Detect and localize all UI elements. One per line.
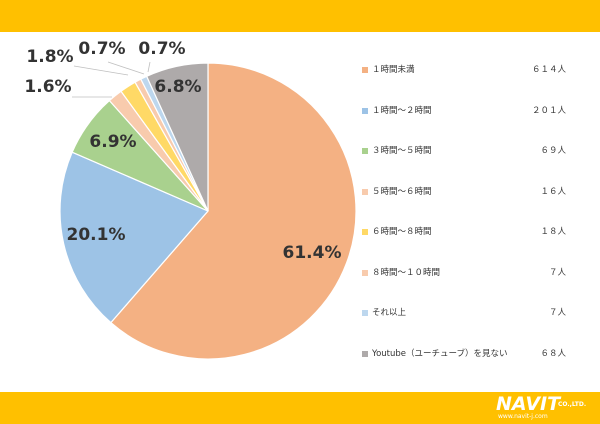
legend-label: それ以上 [372, 308, 407, 318]
pie-slice-1 [109, 62, 357, 360]
legend-item-4: ５時間～６時間 １６人 [362, 186, 594, 200]
pie-slice-2 [59, 151, 209, 324]
legend-swatch [362, 269, 368, 276]
legend-swatch [362, 229, 368, 235]
legend-label: ６時間～８時間 [372, 227, 432, 237]
pie-slices [59, 62, 357, 360]
pie-label-7: 0.7% [138, 39, 185, 59]
legend-item-7: それ以上 ７人 [362, 307, 594, 321]
legend-swatch [362, 67, 368, 73]
top-banner-band [0, 0, 600, 32]
legend-item-2: １時間～２時間 ２０１人 [362, 105, 594, 119]
legend-count: ６８人 [540, 348, 566, 359]
legend-count: １６人 [540, 186, 566, 197]
legend-count: ６９人 [540, 146, 566, 156]
leader-line-5 [73, 65, 129, 76]
navit-logo: NAVIT CO.,LTD. www.navit-j.com [496, 394, 592, 422]
pie-slice-8 [145, 62, 209, 212]
pie-label-3: 6.9% [89, 132, 136, 152]
legend-count: ６１４人 [531, 65, 566, 75]
legend-swatch [362, 350, 368, 357]
legend-label: １時間～２時間 [372, 105, 432, 116]
legend-item-5: ６時間～８時間 １８人 [362, 226, 594, 240]
logo-wordmark: NAVIT [496, 393, 561, 415]
pie-label-2: 20.1% [67, 225, 126, 245]
pie-label-4: 1.6% [24, 77, 71, 97]
legend-count: ２０１人 [531, 105, 566, 116]
pie-label-8: 6.8% [154, 77, 201, 97]
legend-count: １８人 [540, 227, 566, 237]
legend-swatch [362, 107, 368, 114]
legend-swatch [362, 310, 368, 316]
legend-item-6: ８時間～１０時間 ７人 [362, 267, 594, 281]
pie-label-6: 0.7% [78, 39, 125, 59]
pie-chart: 61.4%20.1%6.9%1.6%1.8% 0.7% 0.7%6.8% [24, 39, 357, 360]
pie-label-1: 61.4% [283, 243, 342, 263]
legend-label: Youtube（ユーチューブ）を見ない [372, 348, 508, 359]
leader-line-6 [107, 61, 145, 75]
legend-item-8: Youtube（ユーチューブ）を見ない ６８人 [362, 348, 594, 362]
leader-lines [72, 61, 151, 98]
legend-item-1: １時間未満 ６１４人 [362, 64, 594, 78]
bottom-banner-band [0, 392, 600, 424]
legend-item-3: ３時間～５時間 ６９人 [362, 145, 594, 159]
legend-swatch [362, 188, 368, 195]
legend-label: ８時間～１０時間 [372, 267, 441, 278]
legend-swatch [362, 148, 368, 154]
pie-label-5: 1.8% [26, 47, 73, 67]
legend-count: ７人 [548, 267, 566, 278]
leader-line-7 [147, 61, 151, 73]
legend-label: ５時間～６時間 [372, 186, 432, 197]
legend-count: ７人 [548, 308, 566, 318]
legend-label: １時間未満 [372, 65, 415, 75]
pie-percent-labels: 61.4%20.1%6.9%1.6%1.8% 0.7% 0.7%6.8% [24, 39, 341, 263]
legend-label: ３時間～５時間 [372, 146, 432, 156]
logo-company-suffix: CO.,LTD. [558, 401, 587, 408]
logo-url: www.navit-j.com [498, 413, 548, 420]
